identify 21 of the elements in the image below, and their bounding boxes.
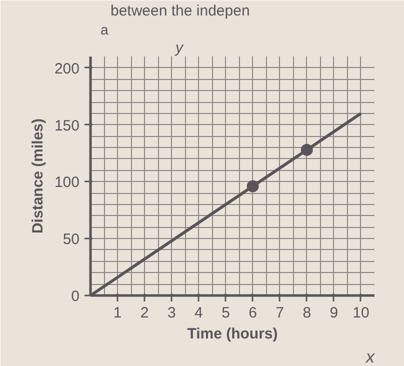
y-tick-label: 100 [54,174,80,192]
y-tick-label: 50 [62,231,80,248]
x-axis-title: Time (hours) [187,326,278,342]
x-tick-label: 10 [352,304,370,322]
y-tick-label: 200 [54,60,80,78]
x-tick-label: 2 [140,304,149,322]
y-tick-label: 0 [71,288,80,305]
x-tick-label: 6 [248,304,257,322]
x-tick-label: 5 [222,304,230,322]
x-tick-label: 1 [113,304,122,322]
text: between the indepen [110,2,250,20]
text: x [365,348,375,366]
x-tick-label: 9 [330,304,338,322]
x-tick-label: 8 [302,304,312,322]
x-tick-label: 7 [276,304,284,322]
y-tick-label: 150 [54,117,80,134]
y-axis-title: Distance (miles) [29,118,46,234]
text: a [100,22,108,38]
x-tick-label: 4 [194,304,203,322]
x-tick-label: 3 [167,304,176,322]
annotation: y [174,40,184,56]
